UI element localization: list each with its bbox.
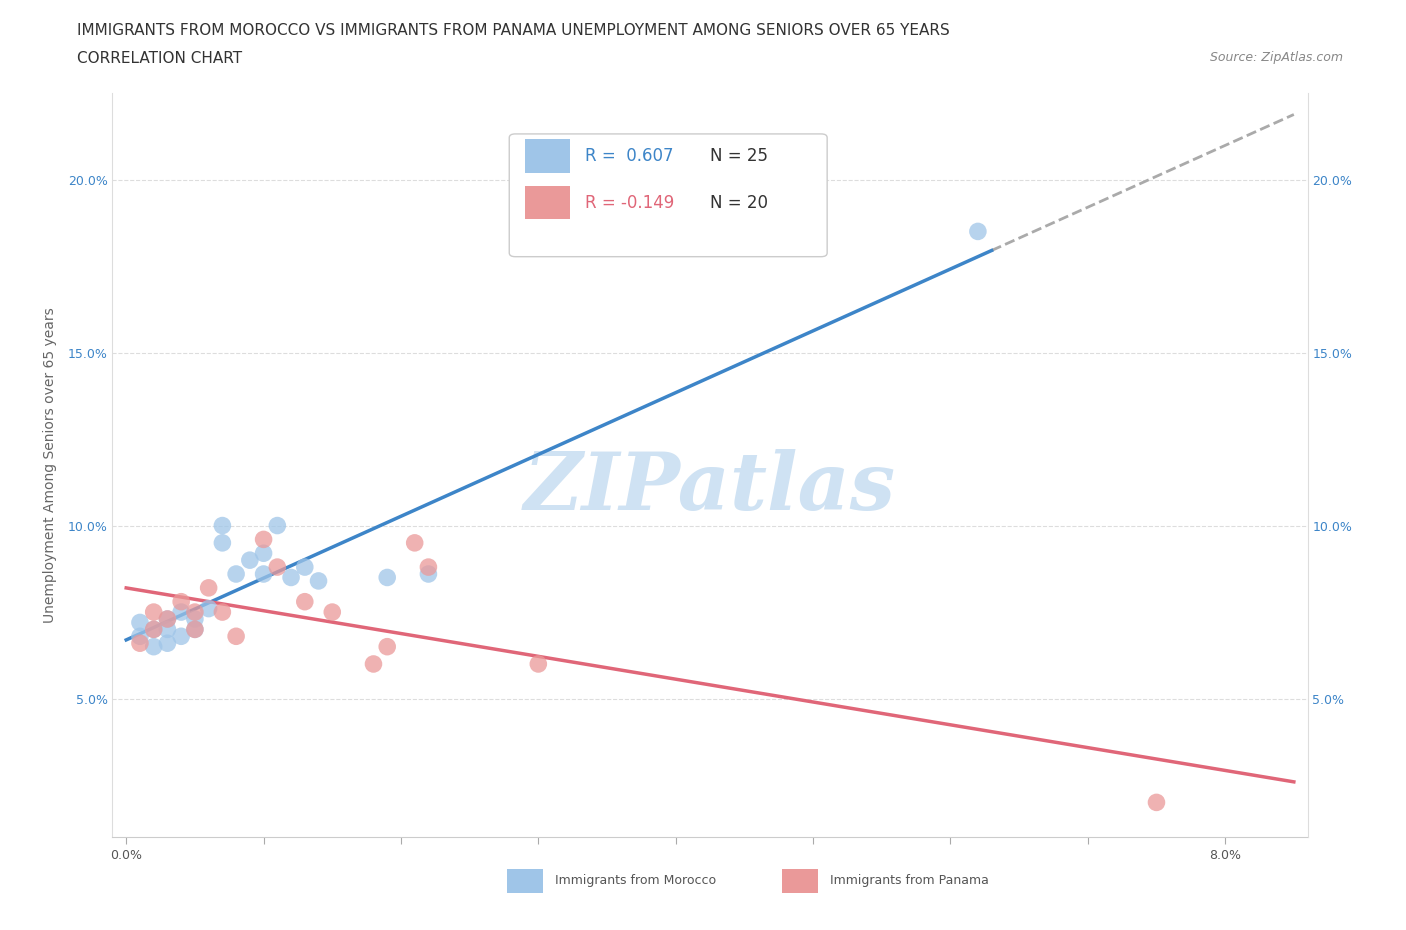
Point: [266, 560, 288, 575]
Point: [184, 622, 207, 637]
Point: [142, 604, 165, 619]
Point: [129, 629, 152, 644]
Point: [321, 604, 343, 619]
Point: [418, 566, 440, 581]
Point: [142, 622, 165, 637]
Point: [225, 566, 247, 581]
Point: [252, 566, 274, 581]
Point: [967, 224, 990, 239]
Text: R = -0.149: R = -0.149: [585, 194, 673, 212]
Point: [142, 639, 165, 654]
Point: [294, 594, 316, 609]
Point: [156, 636, 179, 651]
FancyBboxPatch shape: [509, 134, 827, 257]
Point: [170, 629, 193, 644]
Point: [404, 536, 426, 551]
Bar: [524, 186, 571, 219]
Text: Source: ZipAtlas.com: Source: ZipAtlas.com: [1209, 51, 1343, 64]
Text: N = 20: N = 20: [710, 194, 768, 212]
Point: [156, 612, 179, 627]
Point: [197, 580, 219, 595]
Y-axis label: Unemployment Among Seniors over 65 years: Unemployment Among Seniors over 65 years: [42, 307, 56, 623]
Point: [184, 604, 207, 619]
Point: [1146, 795, 1168, 810]
Point: [211, 518, 233, 533]
Text: N = 25: N = 25: [710, 147, 768, 166]
Point: [142, 622, 165, 637]
Point: [527, 657, 550, 671]
Point: [184, 622, 207, 637]
Point: [375, 639, 398, 654]
Text: Immigrants from Morocco: Immigrants from Morocco: [554, 874, 716, 887]
Text: Immigrants from Panama: Immigrants from Panama: [830, 874, 988, 887]
Point: [266, 518, 288, 533]
Point: [156, 622, 179, 637]
Text: IMMIGRANTS FROM MOROCCO VS IMMIGRANTS FROM PANAMA UNEMPLOYMENT AMONG SENIORS OVE: IMMIGRANTS FROM MOROCCO VS IMMIGRANTS FR…: [77, 23, 950, 38]
Point: [156, 612, 179, 627]
Text: ZIPatlas: ZIPatlas: [524, 448, 896, 526]
Point: [211, 536, 233, 551]
Point: [418, 560, 440, 575]
Point: [129, 615, 152, 630]
Point: [280, 570, 302, 585]
Point: [211, 604, 233, 619]
Point: [225, 629, 247, 644]
Point: [239, 552, 262, 567]
Point: [294, 560, 316, 575]
Bar: [782, 869, 818, 893]
Text: CORRELATION CHART: CORRELATION CHART: [77, 51, 242, 66]
Bar: [524, 140, 571, 173]
Point: [252, 546, 274, 561]
Point: [375, 570, 398, 585]
Point: [170, 604, 193, 619]
Point: [129, 636, 152, 651]
Bar: [508, 869, 543, 893]
Point: [363, 657, 385, 671]
Point: [197, 601, 219, 616]
Point: [308, 574, 330, 589]
Point: [184, 612, 207, 627]
Point: [252, 532, 274, 547]
Text: R =  0.607: R = 0.607: [585, 147, 673, 166]
Point: [170, 594, 193, 609]
